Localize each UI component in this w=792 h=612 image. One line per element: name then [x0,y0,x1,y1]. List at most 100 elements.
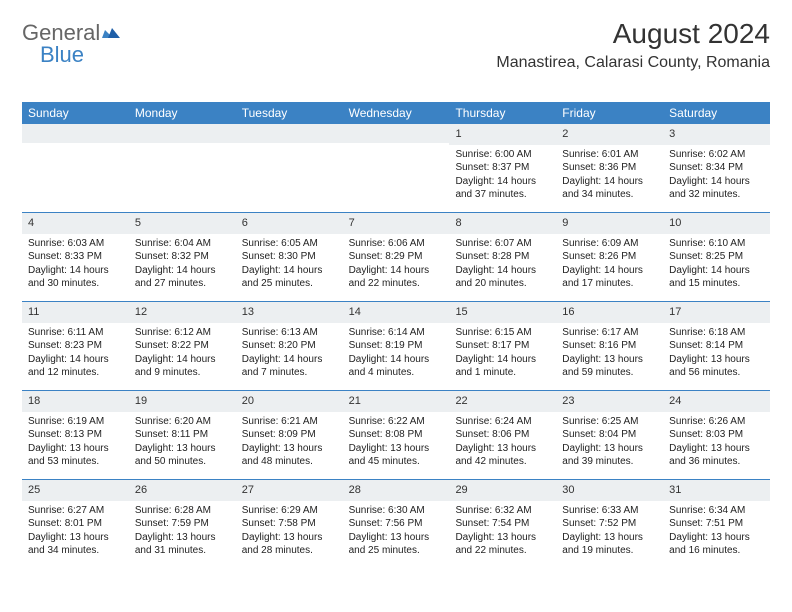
sunrise-text: Sunrise: 6:32 AM [455,504,550,518]
calendar-cell: 17Sunrise: 6:18 AMSunset: 8:14 PMDayligh… [663,302,770,390]
sunset-text: Sunset: 8:01 PM [28,517,123,531]
day-number: 23 [556,391,663,412]
day-number: 4 [22,213,129,234]
dl2-text: and 30 minutes. [28,277,123,291]
dl2-text: and 7 minutes. [242,366,337,380]
dl1-text: Daylight: 14 hours [349,353,444,367]
day-number: 8 [449,213,556,234]
cell-body: Sunrise: 6:11 AMSunset: 8:23 PMDaylight:… [22,323,129,386]
dl2-text: and 4 minutes. [349,366,444,380]
day-number: 29 [449,480,556,501]
dl2-text: and 25 minutes. [349,544,444,558]
dl1-text: Daylight: 13 hours [669,531,764,545]
dl1-text: Daylight: 13 hours [562,353,657,367]
calendar: Sunday Monday Tuesday Wednesday Thursday… [22,102,770,568]
sunset-text: Sunset: 8:06 PM [455,428,550,442]
sunset-text: Sunset: 8:25 PM [669,250,764,264]
cell-body: Sunrise: 6:09 AMSunset: 8:26 PMDaylight:… [556,234,663,297]
cell-body: Sunrise: 6:25 AMSunset: 8:04 PMDaylight:… [556,412,663,475]
dl1-text: Daylight: 13 hours [349,531,444,545]
dl2-text: and 9 minutes. [135,366,230,380]
day-number: 18 [22,391,129,412]
day-number: 16 [556,302,663,323]
sunrise-text: Sunrise: 6:19 AM [28,415,123,429]
dl1-text: Daylight: 14 hours [562,175,657,189]
dl2-text: and 28 minutes. [242,544,337,558]
dl2-text: and 31 minutes. [135,544,230,558]
day-header: Sunday [22,102,129,124]
dl1-text: Daylight: 14 hours [28,264,123,278]
dl2-text: and 20 minutes. [455,277,550,291]
sunset-text: Sunset: 7:56 PM [349,517,444,531]
sunrise-text: Sunrise: 6:27 AM [28,504,123,518]
sunset-text: Sunset: 8:26 PM [562,250,657,264]
sunset-text: Sunset: 7:59 PM [135,517,230,531]
cell-body: Sunrise: 6:21 AMSunset: 8:09 PMDaylight:… [236,412,343,475]
calendar-cell: 12Sunrise: 6:12 AMSunset: 8:22 PMDayligh… [129,302,236,390]
sunset-text: Sunset: 8:19 PM [349,339,444,353]
location-text: Manastirea, Calarasi County, Romania [496,54,770,72]
calendar-cell: 8Sunrise: 6:07 AMSunset: 8:28 PMDaylight… [449,213,556,301]
sunrise-text: Sunrise: 6:28 AM [135,504,230,518]
calendar-cell [343,124,450,212]
day-number: 24 [663,391,770,412]
cell-body: Sunrise: 6:07 AMSunset: 8:28 PMDaylight:… [449,234,556,297]
sunrise-text: Sunrise: 6:11 AM [28,326,123,340]
cell-body: Sunrise: 6:15 AMSunset: 8:17 PMDaylight:… [449,323,556,386]
dl2-text: and 36 minutes. [669,455,764,469]
calendar-cell: 6Sunrise: 6:05 AMSunset: 8:30 PMDaylight… [236,213,343,301]
calendar-cell: 16Sunrise: 6:17 AMSunset: 8:16 PMDayligh… [556,302,663,390]
calendar-cell: 5Sunrise: 6:04 AMSunset: 8:32 PMDaylight… [129,213,236,301]
calendar-week: 25Sunrise: 6:27 AMSunset: 8:01 PMDayligh… [22,480,770,568]
sunrise-text: Sunrise: 6:03 AM [28,237,123,251]
cell-body: Sunrise: 6:19 AMSunset: 8:13 PMDaylight:… [22,412,129,475]
dl1-text: Daylight: 14 hours [349,264,444,278]
day-number: 27 [236,480,343,501]
cell-body: Sunrise: 6:29 AMSunset: 7:58 PMDaylight:… [236,501,343,564]
day-header: Saturday [663,102,770,124]
day-number: 20 [236,391,343,412]
dl1-text: Daylight: 14 hours [242,353,337,367]
sunrise-text: Sunrise: 6:05 AM [242,237,337,251]
sunset-text: Sunset: 7:52 PM [562,517,657,531]
sunrise-text: Sunrise: 6:02 AM [669,148,764,162]
day-number: 21 [343,391,450,412]
cell-body: Sunrise: 6:26 AMSunset: 8:03 PMDaylight:… [663,412,770,475]
dl1-text: Daylight: 14 hours [562,264,657,278]
sunset-text: Sunset: 8:22 PM [135,339,230,353]
calendar-cell [22,124,129,212]
calendar-cell: 10Sunrise: 6:10 AMSunset: 8:25 PMDayligh… [663,213,770,301]
dl2-text: and 56 minutes. [669,366,764,380]
dl1-text: Daylight: 13 hours [242,442,337,456]
dl1-text: Daylight: 13 hours [669,442,764,456]
sunset-text: Sunset: 7:58 PM [242,517,337,531]
dl1-text: Daylight: 13 hours [28,531,123,545]
sunrise-text: Sunrise: 6:00 AM [455,148,550,162]
dl2-text: and 53 minutes. [28,455,123,469]
sunset-text: Sunset: 8:32 PM [135,250,230,264]
sunrise-text: Sunrise: 6:12 AM [135,326,230,340]
cell-body: Sunrise: 6:13 AMSunset: 8:20 PMDaylight:… [236,323,343,386]
sunrise-text: Sunrise: 6:30 AM [349,504,444,518]
calendar-cell: 27Sunrise: 6:29 AMSunset: 7:58 PMDayligh… [236,480,343,568]
day-number [236,124,343,143]
cell-body: Sunrise: 6:30 AMSunset: 7:56 PMDaylight:… [343,501,450,564]
dl1-text: Daylight: 13 hours [562,531,657,545]
dl2-text: and 17 minutes. [562,277,657,291]
day-number: 7 [343,213,450,234]
cell-body: Sunrise: 6:12 AMSunset: 8:22 PMDaylight:… [129,323,236,386]
sunrise-text: Sunrise: 6:17 AM [562,326,657,340]
sunset-text: Sunset: 8:08 PM [349,428,444,442]
dl2-text: and 39 minutes. [562,455,657,469]
day-number: 17 [663,302,770,323]
dl2-text: and 16 minutes. [669,544,764,558]
day-number: 22 [449,391,556,412]
sunrise-text: Sunrise: 6:06 AM [349,237,444,251]
cell-body: Sunrise: 6:03 AMSunset: 8:33 PMDaylight:… [22,234,129,297]
dl2-text: and 48 minutes. [242,455,337,469]
calendar-week: 11Sunrise: 6:11 AMSunset: 8:23 PMDayligh… [22,302,770,391]
dl1-text: Daylight: 13 hours [669,353,764,367]
logo-flag-icon [102,20,122,46]
dl1-text: Daylight: 14 hours [455,264,550,278]
dl1-text: Daylight: 14 hours [455,175,550,189]
